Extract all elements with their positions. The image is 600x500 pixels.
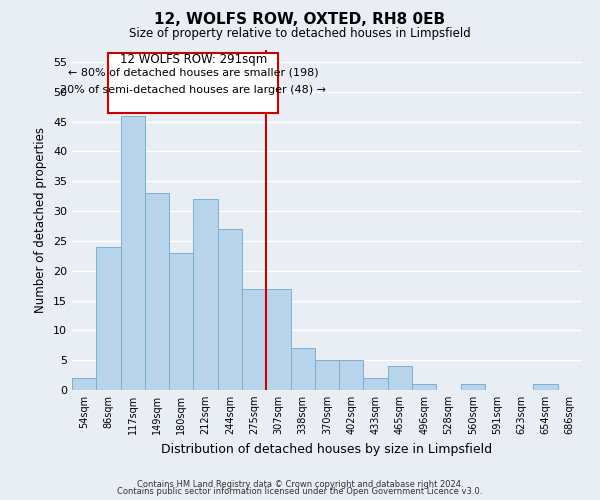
Text: Contains public sector information licensed under the Open Government Licence v3: Contains public sector information licen… bbox=[118, 487, 482, 496]
Text: 12 WOLFS ROW: 291sqm: 12 WOLFS ROW: 291sqm bbox=[120, 53, 267, 66]
Bar bbox=[388, 366, 412, 390]
Bar bbox=[96, 247, 121, 390]
Bar bbox=[193, 199, 218, 390]
Bar bbox=[121, 116, 145, 390]
Bar bbox=[290, 348, 315, 390]
Bar bbox=[72, 378, 96, 390]
Text: Size of property relative to detached houses in Limpsfield: Size of property relative to detached ho… bbox=[129, 28, 471, 40]
Bar bbox=[339, 360, 364, 390]
FancyBboxPatch shape bbox=[109, 53, 278, 112]
X-axis label: Distribution of detached houses by size in Limpsfield: Distribution of detached houses by size … bbox=[161, 442, 493, 456]
Bar bbox=[266, 288, 290, 390]
Bar bbox=[412, 384, 436, 390]
Text: 20% of semi-detached houses are larger (48) →: 20% of semi-detached houses are larger (… bbox=[61, 84, 326, 94]
Bar bbox=[145, 193, 169, 390]
Y-axis label: Number of detached properties: Number of detached properties bbox=[34, 127, 47, 313]
Bar bbox=[218, 229, 242, 390]
Bar bbox=[461, 384, 485, 390]
Bar bbox=[533, 384, 558, 390]
Bar bbox=[315, 360, 339, 390]
Text: Contains HM Land Registry data © Crown copyright and database right 2024.: Contains HM Land Registry data © Crown c… bbox=[137, 480, 463, 489]
Bar bbox=[364, 378, 388, 390]
Text: 12, WOLFS ROW, OXTED, RH8 0EB: 12, WOLFS ROW, OXTED, RH8 0EB bbox=[154, 12, 446, 28]
Bar bbox=[242, 288, 266, 390]
Bar bbox=[169, 253, 193, 390]
Text: ← 80% of detached houses are smaller (198): ← 80% of detached houses are smaller (19… bbox=[68, 68, 319, 78]
